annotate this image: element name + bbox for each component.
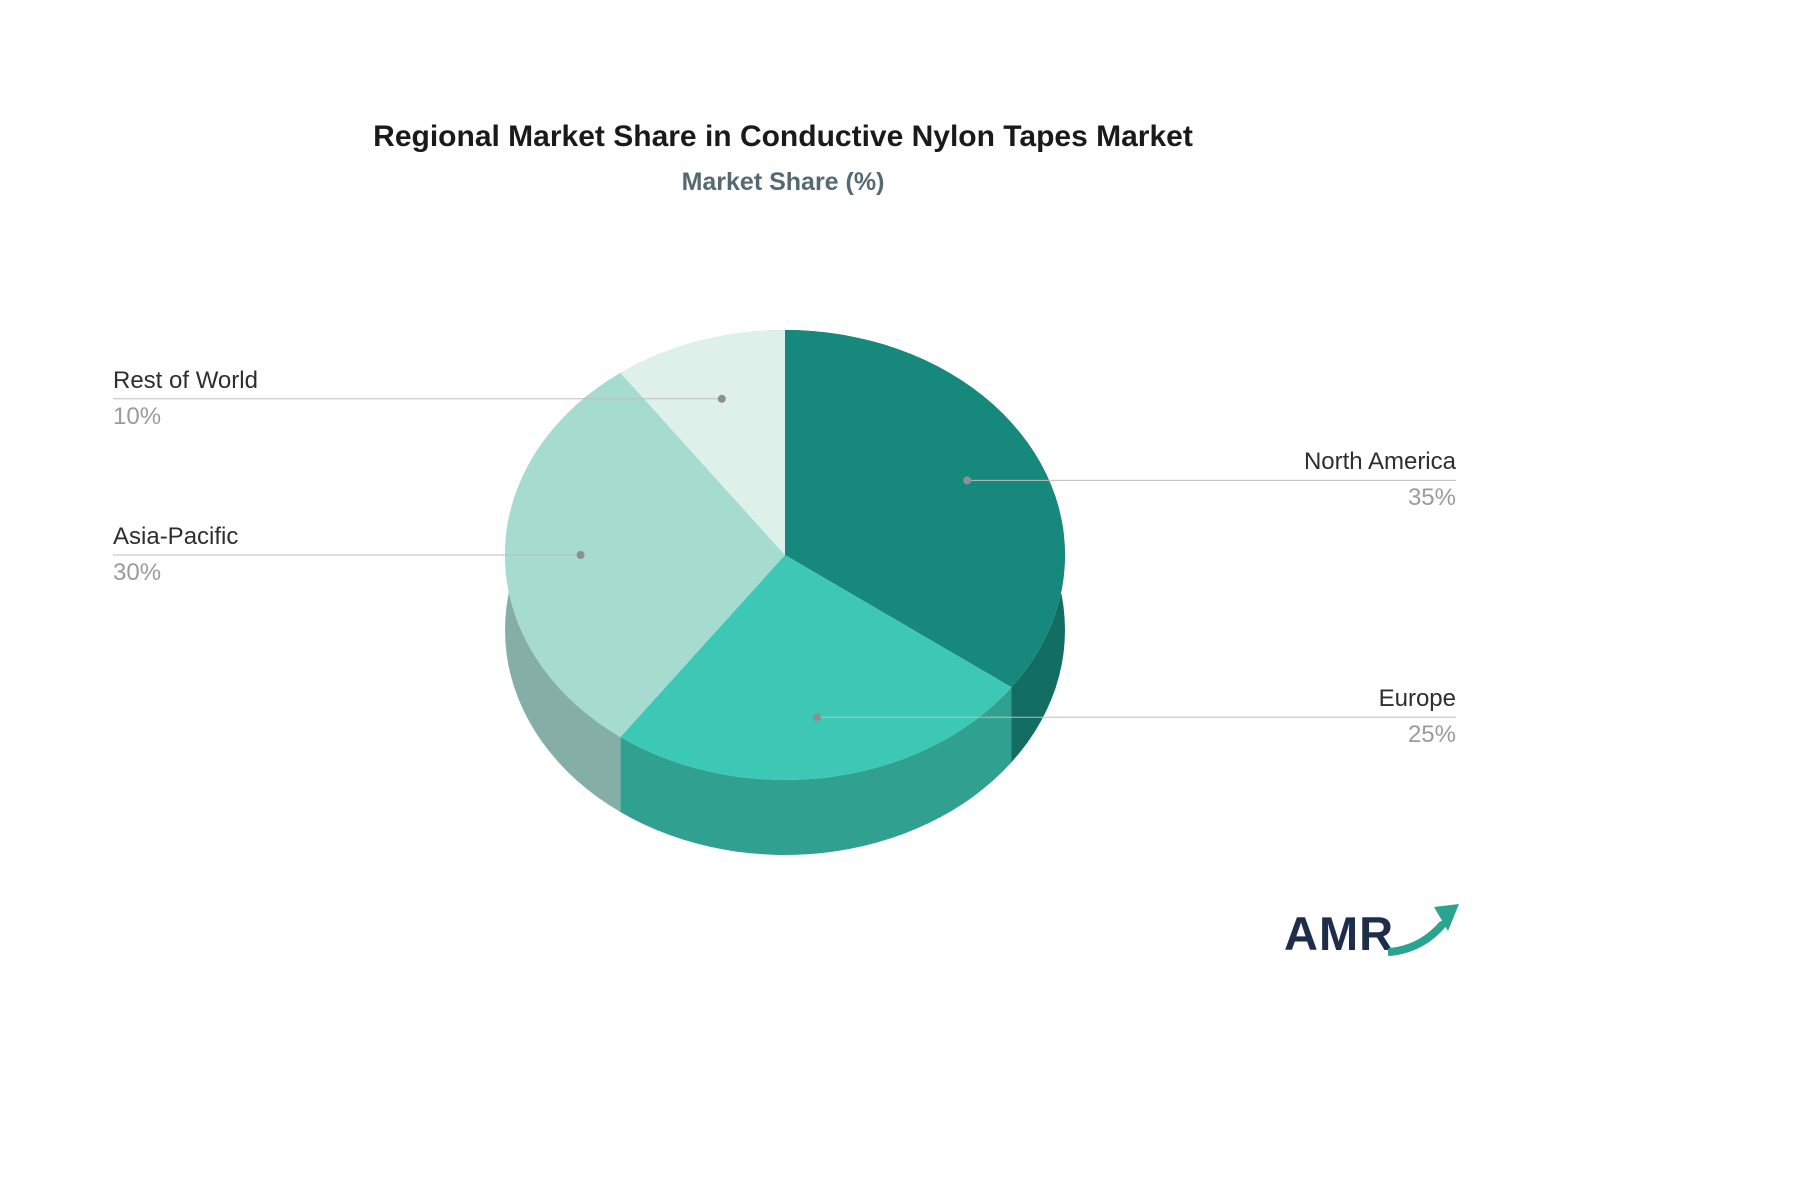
pie-slice-north-america: [785, 330, 1065, 688]
leader-dot: [717, 394, 726, 403]
pie-slice-europe: [620, 555, 1012, 780]
pie-slice-side: [620, 687, 1012, 855]
leader-dot: [813, 713, 821, 722]
amr-logo-text: AMR: [1284, 907, 1395, 960]
chart-title: Regional Market Share in Conductive Nylo…: [373, 120, 1193, 153]
pie-slice-asia-pacific: [505, 373, 785, 737]
leader-dot: [576, 551, 585, 559]
leader-dot: [963, 476, 972, 485]
pie-slice-rest-of-world: [620, 330, 785, 555]
chart-subtitle: Market Share (%): [681, 168, 885, 196]
logo-arrow-icon: [1388, 904, 1459, 956]
amr-logo: AMR: [1284, 904, 1464, 968]
